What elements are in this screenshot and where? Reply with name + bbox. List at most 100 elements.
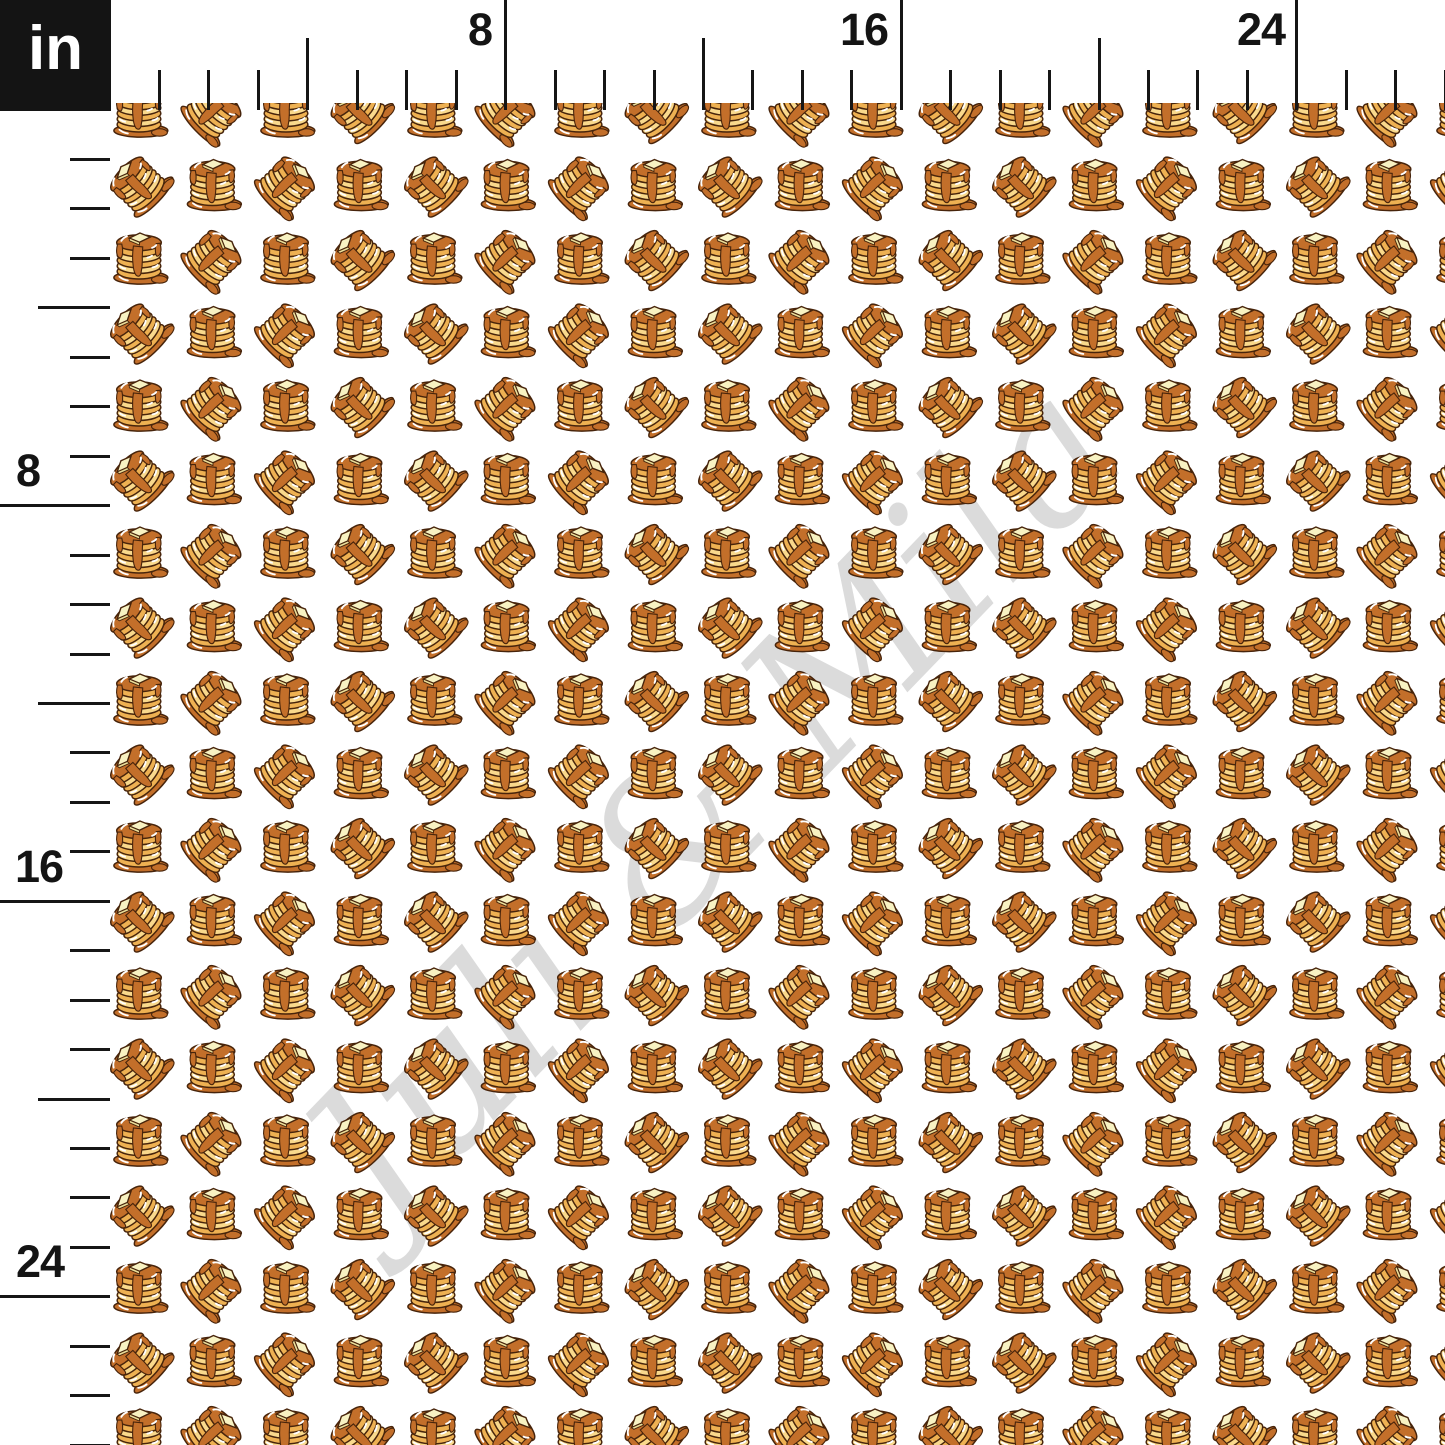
pancake-motif <box>1352 1397 1429 1445</box>
pancake-motif <box>700 379 757 433</box>
pancake-motif <box>176 662 253 740</box>
pancake-motif <box>1362 1334 1419 1388</box>
pancake-motif <box>1352 956 1429 1034</box>
pancake-motif <box>1131 442 1208 519</box>
ruler-strip-top <box>0 0 1445 103</box>
pancake-motif <box>480 158 537 212</box>
pancake-motif <box>112 967 169 1021</box>
pancake-motif <box>1068 1187 1125 1241</box>
pancake-motif <box>910 1395 987 1445</box>
pancake-motif <box>983 1027 1061 1104</box>
pancake-motif <box>627 893 684 947</box>
pancake-motif <box>249 442 326 519</box>
pancake-motif <box>543 589 620 666</box>
pancake-motif <box>921 746 978 800</box>
pancake-motif <box>689 1174 767 1251</box>
pancake-motif <box>616 1248 693 1325</box>
pancake-motif <box>395 439 473 516</box>
pancake-motif <box>543 883 620 960</box>
pancake-motif <box>1215 1334 1272 1388</box>
pancake-motif <box>480 452 537 506</box>
pancake-motif <box>333 746 390 800</box>
pancake-motif <box>774 1187 831 1241</box>
pancake-motif <box>1362 1040 1419 1094</box>
pancake-motif <box>259 1408 316 1445</box>
pancake-motif <box>837 1030 914 1107</box>
pancake-motif <box>395 880 473 957</box>
pancake-motif <box>101 145 179 222</box>
pancake-motif <box>921 1187 978 1241</box>
pancake-motif <box>847 673 904 727</box>
pancake-motif <box>1204 1395 1281 1445</box>
pancake-motif <box>1068 746 1125 800</box>
pancake-motif <box>322 807 399 884</box>
pancake-motif <box>186 599 243 653</box>
pancake-motif <box>1352 1103 1429 1181</box>
pancake-motif <box>249 295 326 372</box>
pancake-motif <box>1288 673 1345 727</box>
pancake-motif <box>627 452 684 506</box>
pancake-motif <box>470 1397 547 1445</box>
pancake-motif <box>470 809 547 887</box>
pancake-motif <box>553 820 610 874</box>
pancake-motif <box>259 673 316 727</box>
pancake-motif <box>553 232 610 286</box>
pancake-motif <box>259 967 316 1021</box>
pancake-motif <box>1352 662 1429 740</box>
pancake-motif <box>764 1397 841 1445</box>
pancake-motif <box>837 148 914 225</box>
pancake-motif <box>1068 1040 1125 1094</box>
pancake-motif <box>186 452 243 506</box>
pancake-motif <box>700 526 757 580</box>
pancake-motif <box>470 515 547 593</box>
pancake-motif <box>333 452 390 506</box>
pancake-motif <box>627 1040 684 1094</box>
pancake-motif <box>1277 145 1355 222</box>
pancake-motif <box>627 158 684 212</box>
pancake-motif <box>837 1177 914 1254</box>
pancake-motif <box>480 305 537 359</box>
pancake-motif <box>910 660 987 737</box>
pancake-motif <box>333 1040 390 1094</box>
pancake-motif <box>176 515 253 593</box>
pancake-motif <box>480 1187 537 1241</box>
pancake-motif <box>1068 158 1125 212</box>
pancake-motif <box>616 660 693 737</box>
pancake-motif <box>1435 673 1445 727</box>
pancake-motif <box>1362 599 1419 653</box>
pancake-motif <box>764 515 841 593</box>
pancake-motif <box>1352 1250 1429 1328</box>
pancake-motif <box>1204 807 1281 884</box>
pancake-motif <box>1215 746 1272 800</box>
pancake-motif <box>994 1408 1051 1445</box>
pancake-motif <box>176 1103 253 1181</box>
pancake-motif <box>1425 736 1445 813</box>
pancake-motif <box>910 1248 987 1325</box>
pancake-motif <box>1288 379 1345 433</box>
pancake-motif <box>1352 221 1429 299</box>
pancake-motif <box>616 807 693 884</box>
pancake-motif <box>470 1250 547 1328</box>
pancake-motif <box>1435 967 1445 1021</box>
pancake-motif <box>1277 292 1355 369</box>
pancake-motif <box>1068 599 1125 653</box>
pancake-motif <box>1425 442 1445 519</box>
pancake-motif <box>689 1027 767 1104</box>
pancake-motif <box>176 221 253 299</box>
pancake-motif <box>322 660 399 737</box>
pancake-motif <box>480 599 537 653</box>
pancake-motif <box>1362 158 1419 212</box>
pancake-motif <box>774 158 831 212</box>
pancake-motif <box>1215 452 1272 506</box>
pancake-motif <box>1277 586 1355 663</box>
pancake-motif <box>910 513 987 590</box>
pancake-motif <box>406 1261 463 1315</box>
pancake-motif <box>1204 513 1281 590</box>
pancake-motif <box>176 1250 253 1328</box>
pancake-motif <box>101 733 179 810</box>
pancake-motif <box>322 513 399 590</box>
pancake-motif <box>101 880 179 957</box>
pancake-motif <box>1141 673 1198 727</box>
pancake-motif <box>322 1101 399 1178</box>
